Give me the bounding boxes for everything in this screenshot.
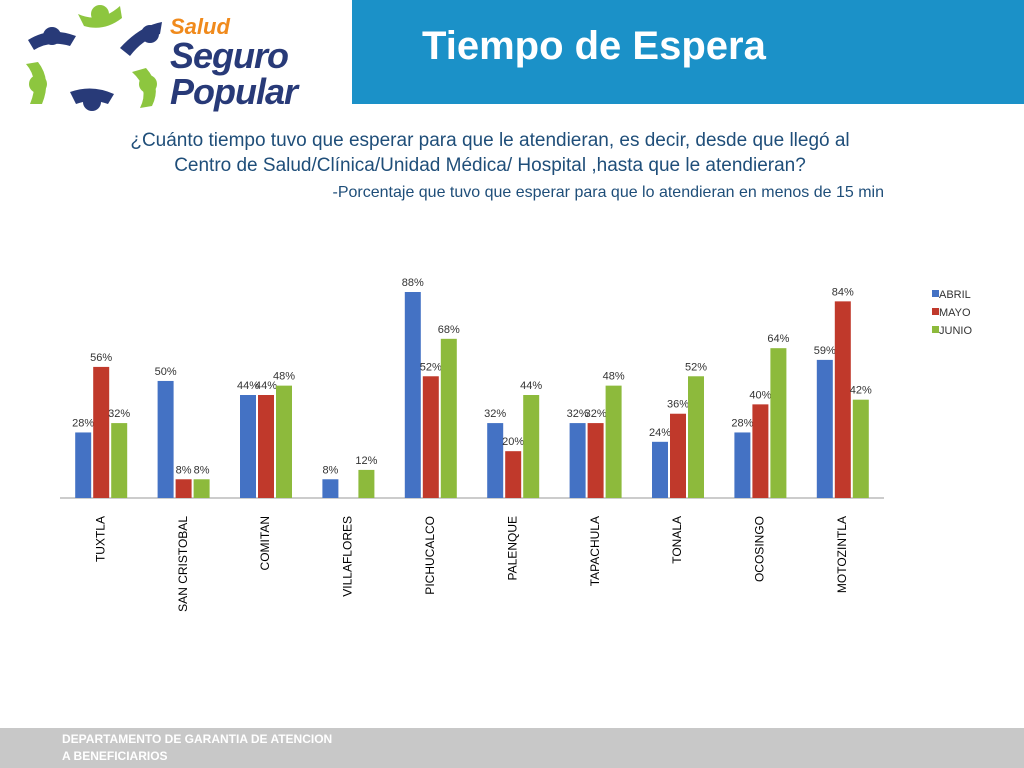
question-line-2: Centro de Salud/Clínica/Unidad Médica/ H… <box>174 155 806 176</box>
legend-label-junio: JUNIO <box>939 325 972 337</box>
bar-junio-2 <box>276 385 292 498</box>
data-label: 12% <box>355 455 377 467</box>
legend-label-mayo: MAYO <box>939 307 971 319</box>
data-label: 36% <box>667 399 689 411</box>
data-label: 52% <box>685 361 707 373</box>
data-label: 88% <box>402 277 424 289</box>
data-label: 40% <box>749 389 771 401</box>
bar-junio-4 <box>440 338 457 498</box>
data-label: 50% <box>155 366 177 378</box>
category-label: TAPACHULA <box>588 516 602 586</box>
data-label: 8% <box>176 464 192 476</box>
header-band: Tiempo de Espera <box>352 0 1024 104</box>
data-label: 32% <box>585 408 607 420</box>
bar-mayo-0 <box>93 366 110 498</box>
bar-junio-1 <box>193 479 210 498</box>
data-label: 44% <box>255 380 277 392</box>
bar-junio-5 <box>523 395 540 498</box>
data-label: 8% <box>194 464 210 476</box>
data-label: 44% <box>520 380 542 392</box>
data-label: 20% <box>502 436 524 448</box>
bar-mayo-7 <box>670 413 686 498</box>
legend-swatch-abril <box>932 290 939 297</box>
question-text: ¿Cuánto tiempo tuvo que esperar para que… <box>60 128 920 178</box>
question-line-1: ¿Cuánto tiempo tuvo que esperar para que… <box>130 130 850 151</box>
category-label: TONALA <box>670 516 684 564</box>
bar-abril-0 <box>75 432 92 498</box>
data-label: 59% <box>814 345 836 357</box>
bar-abril-3 <box>322 479 339 498</box>
bar-mayo-1 <box>175 479 192 498</box>
logo-salud-text: Salud <box>170 14 230 39</box>
data-label: 52% <box>420 361 442 373</box>
category-label: OCOSINGO <box>753 516 767 582</box>
bar-abril-4 <box>404 292 421 498</box>
footer: DEPARTAMENTO DE GARANTIA DE ATENCION A B… <box>0 728 1024 768</box>
category-label: TUXTLA <box>93 516 107 562</box>
category-label: VILLAFLORES <box>341 516 355 597</box>
category-label: PICHUCALCO <box>423 516 437 595</box>
question-subtitle: -Porcentaje que tuvo que esperar para qu… <box>332 184 884 201</box>
data-label: 32% <box>108 408 130 420</box>
data-label: 48% <box>273 371 295 383</box>
logo-popular-text: Popular <box>170 71 298 112</box>
bar-abril-2 <box>240 395 256 498</box>
bar-mayo-2 <box>258 395 274 498</box>
category-label: COMITAN <box>258 516 272 570</box>
category-label: MOTOZINTLA <box>835 516 849 593</box>
bar-mayo-9 <box>834 301 851 498</box>
bar-junio-3 <box>358 469 375 498</box>
legend-swatch-junio <box>932 326 939 333</box>
bar-mayo-5 <box>505 451 522 498</box>
data-label: 68% <box>438 324 460 336</box>
bar-abril-6 <box>569 423 586 498</box>
data-label: 44% <box>237 380 259 392</box>
data-label: 84% <box>832 286 854 298</box>
bar-abril-5 <box>487 423 504 498</box>
data-label: 32% <box>567 408 589 420</box>
bar-abril-7 <box>652 441 668 498</box>
bar-abril-9 <box>816 359 833 498</box>
bar-junio-8 <box>770 348 787 498</box>
bar-junio-7 <box>688 376 704 498</box>
bar-mayo-6 <box>587 423 604 498</box>
category-label: SAN CRISTOBAL <box>176 516 190 612</box>
legend-label-abril: ABRIL <box>939 289 971 301</box>
footer-line-1: DEPARTAMENTO DE GARANTIA DE ATENCION <box>62 732 333 746</box>
data-label: 42% <box>850 385 872 397</box>
bar-abril-1 <box>157 380 174 498</box>
data-label: 56% <box>90 352 112 364</box>
footer-line-2: A BENEFICIARIOS <box>62 749 168 763</box>
bar-abril-8 <box>734 432 751 498</box>
people-ring-logo-icon <box>26 5 162 111</box>
data-label: 32% <box>484 408 506 420</box>
data-label: 8% <box>322 464 338 476</box>
legend-swatch-mayo <box>932 308 939 315</box>
category-label: PALENQUE <box>505 516 519 580</box>
data-label: 28% <box>731 417 753 429</box>
logo: Salud Seguro Popular <box>0 0 352 130</box>
data-label: 24% <box>649 427 671 439</box>
bar-mayo-4 <box>422 376 439 498</box>
slide-title: Tiempo de Espera <box>422 24 766 68</box>
bar-junio-6 <box>605 385 622 498</box>
data-label: 64% <box>767 333 789 345</box>
logo-seguro-text: Seguro <box>170 35 289 76</box>
data-label: 48% <box>603 371 625 383</box>
bar-mayo-8 <box>752 404 769 498</box>
data-label: 28% <box>72 417 94 429</box>
bar-junio-9 <box>852 399 869 498</box>
bar-junio-0 <box>111 423 128 498</box>
